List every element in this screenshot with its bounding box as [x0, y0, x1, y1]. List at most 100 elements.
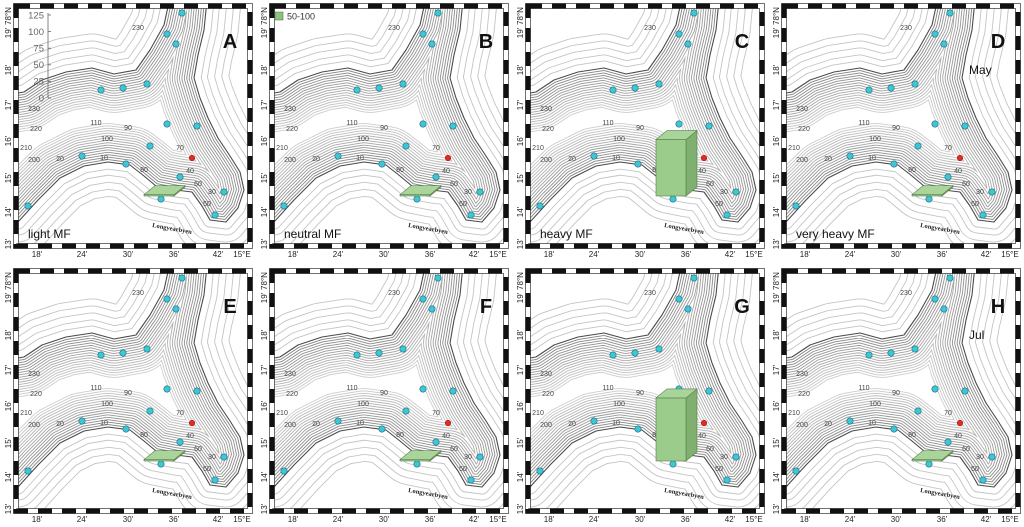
latitude-label: 13': [260, 238, 269, 249]
latitude-label: 18': [772, 64, 781, 75]
legend-label: 50-100: [287, 12, 315, 22]
panel-letter: B: [479, 31, 493, 53]
longitude-label: 36': [681, 250, 692, 259]
latitude-label: 18': [516, 64, 525, 75]
depth-contour-label: 230: [796, 106, 808, 113]
latitude-label: 17': [516, 364, 525, 375]
depth-contour-label: 220: [542, 391, 554, 398]
longitude-label: 42': [469, 515, 480, 524]
latitude-label: 15': [772, 172, 781, 183]
latitude-label: 15': [4, 437, 13, 448]
depth-contour-label: 230: [28, 371, 40, 378]
bar-top-face: [655, 130, 698, 140]
depth-contour-label: 100: [613, 401, 625, 408]
latitude-label: 14': [516, 471, 525, 482]
latitude-label: 16': [4, 135, 13, 146]
depth-contour-label: 210: [788, 145, 800, 152]
depth-contour-label: 10: [612, 155, 620, 162]
latitude-label: 16': [772, 135, 781, 146]
latitude-label: 16': [772, 400, 781, 411]
depth-contour-label: 70: [944, 410, 952, 417]
depth-contour-label: 60: [194, 446, 202, 453]
map-panel-a: 78°N 19' 18' 17' 16' 15' 14' 13' 18' 24' 30' 36' 42'…: [4, 0, 254, 262]
latitude-label: 19': [260, 292, 269, 303]
legend-swatch: [274, 11, 284, 21]
longitude-label: 24': [333, 250, 344, 259]
longitude-label: 24': [333, 515, 344, 524]
depth-contour-label: 210: [276, 410, 288, 417]
longitude-label: 18': [288, 250, 299, 259]
latitude-label: 14': [260, 471, 269, 482]
value-bar: [399, 450, 442, 462]
latitude-label: 15': [260, 172, 269, 183]
latitude-label: 18': [260, 329, 269, 340]
panel-letter: G: [734, 296, 750, 318]
depth-contour-label: 50: [715, 466, 723, 473]
depth-contour-label: 210: [20, 145, 32, 152]
depth-contour-label: 40: [186, 168, 194, 175]
longitude-label: 18': [800, 250, 811, 259]
latitude-label: 15': [4, 172, 13, 183]
longitude-label: 24': [77, 515, 88, 524]
condition-label: light MF: [28, 227, 71, 241]
latitude-label: 19': [4, 27, 13, 38]
depth-contour-label: 50: [203, 201, 211, 208]
latitude-label: 15': [772, 437, 781, 448]
depth-contour-label: 90: [892, 390, 900, 397]
depth-contour-label: 60: [706, 181, 714, 188]
depth-contour-label: 90: [636, 125, 644, 132]
depth-contour-label: 230: [644, 25, 656, 32]
latitude-label: 17': [4, 364, 13, 375]
month-label: Jul: [969, 328, 984, 342]
depth-contour-label: 230: [900, 290, 912, 297]
longitude-label: 42': [725, 515, 736, 524]
depth-contour-label: 220: [542, 126, 554, 133]
longitude-label: 15°E: [1001, 515, 1018, 524]
depth-contour-label: 10: [100, 420, 108, 427]
depth-contour-label: 50: [971, 466, 979, 473]
latitude-label: 19': [772, 27, 781, 38]
longitude-label: 15°E: [489, 250, 506, 259]
longitude-label: 15°E: [1001, 250, 1018, 259]
depth-contour-label: 10: [612, 420, 620, 427]
longitude-label: 42': [725, 250, 736, 259]
panel-letter: C: [735, 31, 749, 53]
depth-contour-label: 70: [176, 410, 184, 417]
latitude-label: 16': [260, 400, 269, 411]
depth-contour-label: 100: [869, 401, 881, 408]
latitude-label: 17': [516, 99, 525, 110]
depth-contour-label: 90: [380, 125, 388, 132]
depth-contour-label: 200: [796, 157, 808, 164]
depth-contour-label: 230: [540, 371, 552, 378]
depth-contour-label: 230: [284, 106, 296, 113]
bar-side-face: [685, 129, 698, 197]
depth-contour-label: 200: [284, 422, 296, 429]
bar-top-face: [143, 450, 186, 460]
depth-contour-label: 210: [276, 145, 288, 152]
depth-contour-label: 20: [568, 421, 576, 428]
longitude-label: 36': [681, 515, 692, 524]
bar-front-face: [655, 397, 687, 462]
depth-contour-label: 10: [868, 155, 876, 162]
longitude-label: 36': [169, 515, 180, 524]
depth-contour-label: 110: [346, 385, 357, 392]
depth-contour-label: 30: [464, 189, 472, 196]
depth-contour-label: 90: [380, 390, 388, 397]
depth-contour-label: 40: [954, 433, 962, 440]
value-bar: [911, 450, 954, 462]
latitude-label: 18': [4, 329, 13, 340]
depth-contour-label: 90: [892, 125, 900, 132]
latitude-label: 16': [260, 135, 269, 146]
latitude-label: 18': [516, 329, 525, 340]
depth-contour-label: 60: [450, 181, 458, 188]
longitude-label: 18': [288, 515, 299, 524]
depth-contour-label: 210: [788, 410, 800, 417]
depth-contour-label: 20: [824, 421, 832, 428]
depth-contour-label: 230: [900, 25, 912, 32]
depth-contour-label: 60: [450, 446, 458, 453]
depth-contour-label: 50: [971, 201, 979, 208]
map-panel-f: 78°N 19' 18' 17' 16' 15' 14' 13' 18' 24' 30' 36' 42'…: [260, 265, 510, 527]
condition-label: heavy MF: [540, 227, 593, 241]
depth-contour-label: 80: [396, 432, 404, 439]
